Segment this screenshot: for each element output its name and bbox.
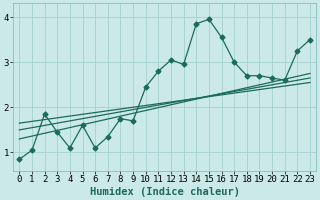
X-axis label: Humidex (Indice chaleur): Humidex (Indice chaleur) [90, 186, 240, 197]
